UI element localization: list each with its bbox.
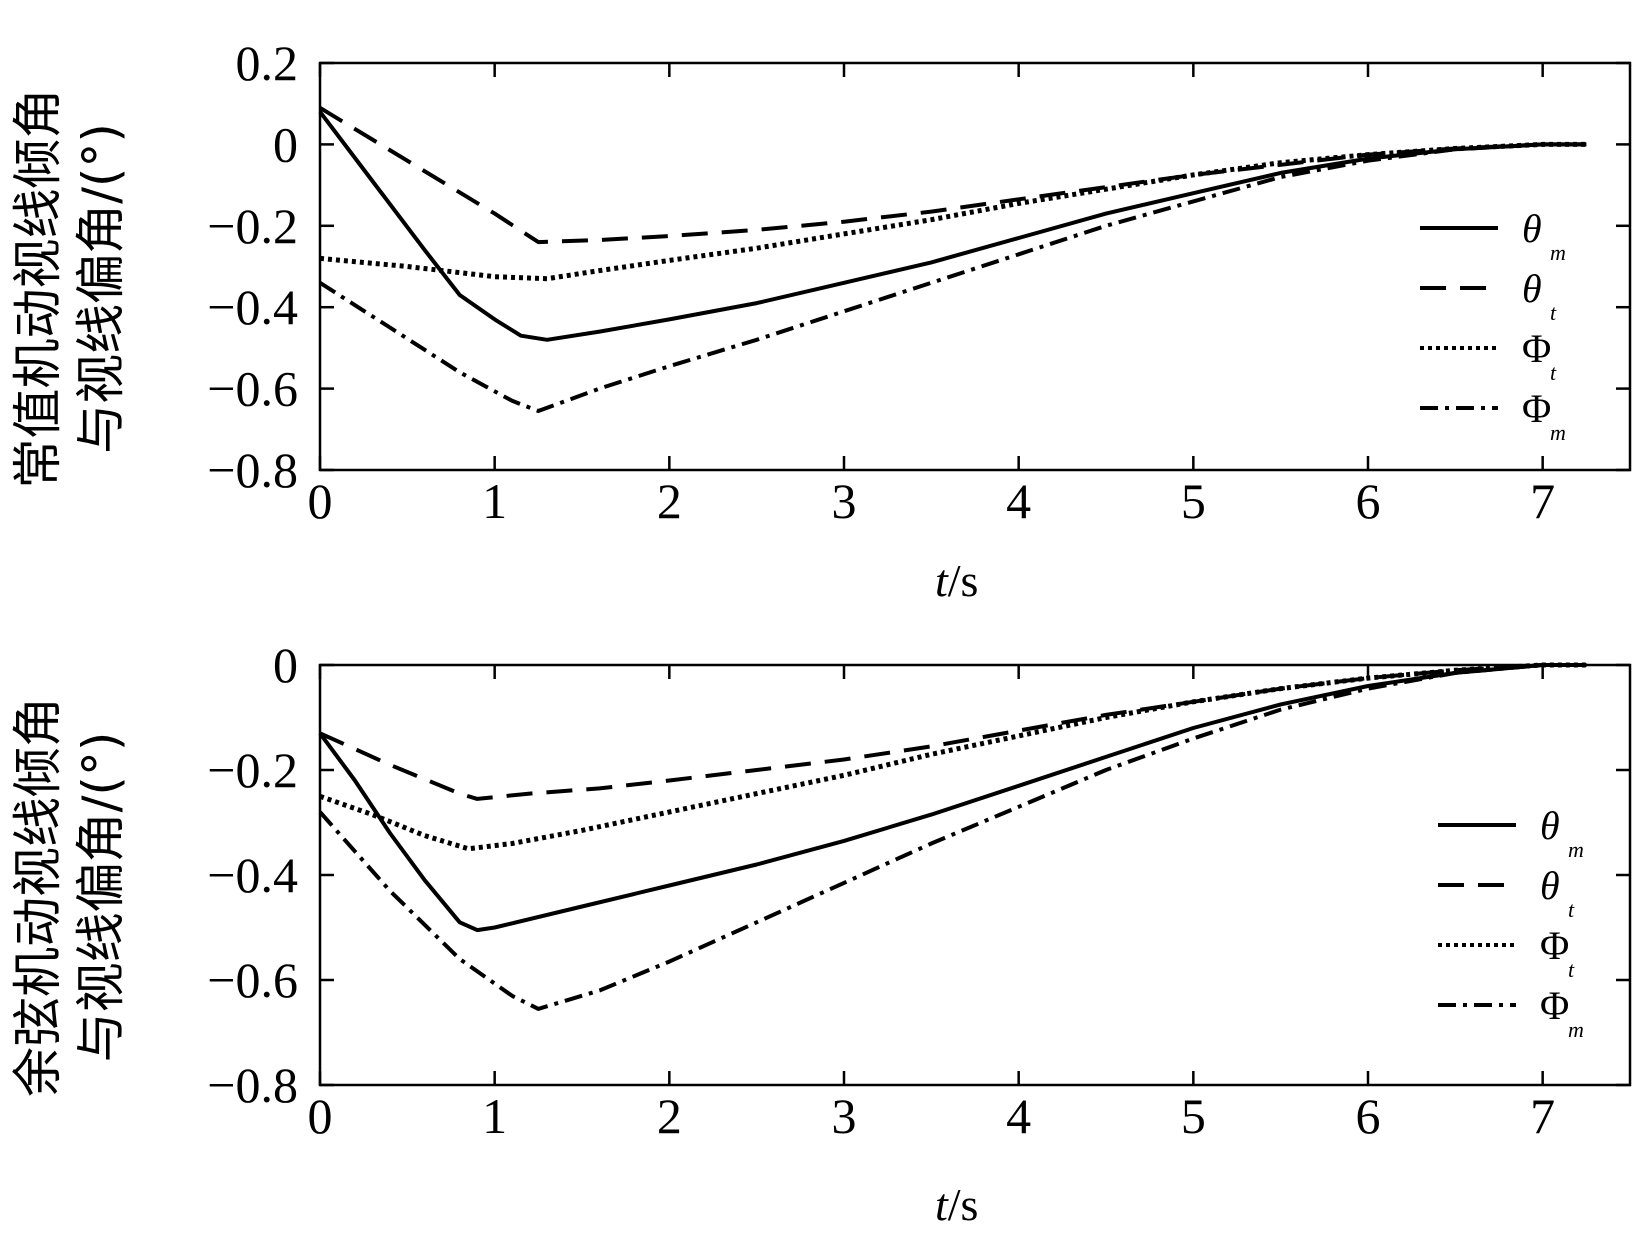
x-tick-label: 4 xyxy=(1006,473,1031,529)
x-tick-label: 2 xyxy=(657,473,682,529)
legend-subscript: m xyxy=(1550,420,1566,445)
x-axis-label-var: t xyxy=(935,555,949,606)
legend-subscript: t xyxy=(1568,957,1575,982)
legend-symbol: θ xyxy=(1522,206,1542,251)
y-tick-label: 0.2 xyxy=(236,35,299,91)
x-tick-label: 1 xyxy=(482,473,507,529)
legend-label: Φ xyxy=(1522,386,1551,431)
series-line-dashed xyxy=(318,106,1587,245)
y-axis-label-line-1: 余弦机动视线倾角 xyxy=(9,697,67,1097)
x-tick-label: 1 xyxy=(482,1088,507,1144)
y-tick-label: −0.8 xyxy=(207,1057,298,1113)
x-tick-label: 7 xyxy=(1530,1088,1555,1144)
x-axis-label-unit: /s xyxy=(948,555,979,606)
legend-symbol: θ xyxy=(1540,863,1560,908)
legend-label: θ xyxy=(1522,206,1542,251)
legend-symbol: Φ xyxy=(1540,923,1569,968)
x-tick-label: 5 xyxy=(1181,1088,1206,1144)
y-tick-label: 0 xyxy=(273,116,298,172)
y-axis-label-line-1: 常值机动视线倾角 xyxy=(9,89,67,489)
y-tick-label: −0.8 xyxy=(207,442,298,498)
y-tick-label: −0.6 xyxy=(207,361,298,417)
plot-frame xyxy=(318,663,1632,1087)
plot-frame xyxy=(318,61,1632,472)
x-tick-label: 4 xyxy=(1006,1088,1031,1144)
x-axis-label-var: t xyxy=(935,1179,949,1230)
x-tick-label: 5 xyxy=(1181,473,1206,529)
legend-subscript: m xyxy=(1568,1017,1584,1042)
y-tick-label: −0.6 xyxy=(207,952,298,1008)
x-axis-label: t/s xyxy=(935,555,978,606)
legend-label: θ xyxy=(1522,266,1542,311)
x-tick-label: 7 xyxy=(1530,473,1555,529)
x-axis-label-unit: /s xyxy=(948,1179,979,1230)
legend-symbol: Φ xyxy=(1540,983,1569,1028)
chart-2: 0 1 2 3 4 5 6 70−0.2−0.4−0.6−0.8θmθtΦtΦmt/s余弦机动… xyxy=(9,637,1632,1230)
y-axis-label-line-2: 与视线偏角/(°) xyxy=(72,123,130,454)
y-axis-label-line-2: 与视线偏角/(°) xyxy=(72,732,130,1063)
x-tick-label: 0 xyxy=(308,473,333,529)
y-tick-label: −0.2 xyxy=(207,742,298,798)
x-tick-label: 3 xyxy=(832,473,857,529)
legend-symbol: Φ xyxy=(1522,326,1551,371)
y-tick-label: −0.2 xyxy=(207,198,298,254)
legend-subscript: t xyxy=(1550,300,1557,325)
legend-label: Φ xyxy=(1540,923,1569,968)
legend-symbol: Φ xyxy=(1522,386,1551,431)
x-tick-label: 6 xyxy=(1356,1088,1381,1144)
y-tick-label: −0.4 xyxy=(207,847,298,903)
y-tick-label: 0 xyxy=(273,637,298,693)
legend-symbol: θ xyxy=(1522,266,1542,311)
legend-subscript: m xyxy=(1550,240,1566,265)
x-tick-label: 3 xyxy=(832,1088,857,1144)
x-axis-label: t/s xyxy=(935,1179,978,1230)
legend-symbol: θ xyxy=(1540,803,1560,848)
legend-label: Φ xyxy=(1540,983,1569,1028)
x-tick-label: 6 xyxy=(1356,473,1381,529)
legend-label: θ xyxy=(1540,803,1560,848)
legend-label: θ xyxy=(1540,863,1560,908)
legend-label: Φ xyxy=(1522,326,1551,371)
x-tick-label: 2 xyxy=(657,1088,682,1144)
series-line-dotted xyxy=(319,662,1587,852)
series-line-dashdot xyxy=(318,663,1587,1011)
legend-subscript: t xyxy=(1568,897,1575,922)
series-line-solid xyxy=(318,663,1587,933)
chart-1: 0 1 2 3 4 5 6 70.20−0.2−0.4−0.6−0.8θmθtΦtΦmt/s常… xyxy=(9,35,1632,606)
series-line-dashdot xyxy=(318,142,1587,413)
series-line-solid xyxy=(318,110,1587,342)
series-line-dotted xyxy=(319,141,1587,282)
legend-subscript: t xyxy=(1550,360,1557,385)
y-tick-label: −0.4 xyxy=(207,279,298,335)
legend-subscript: m xyxy=(1568,837,1584,862)
x-tick-label: 0 xyxy=(308,1088,333,1144)
